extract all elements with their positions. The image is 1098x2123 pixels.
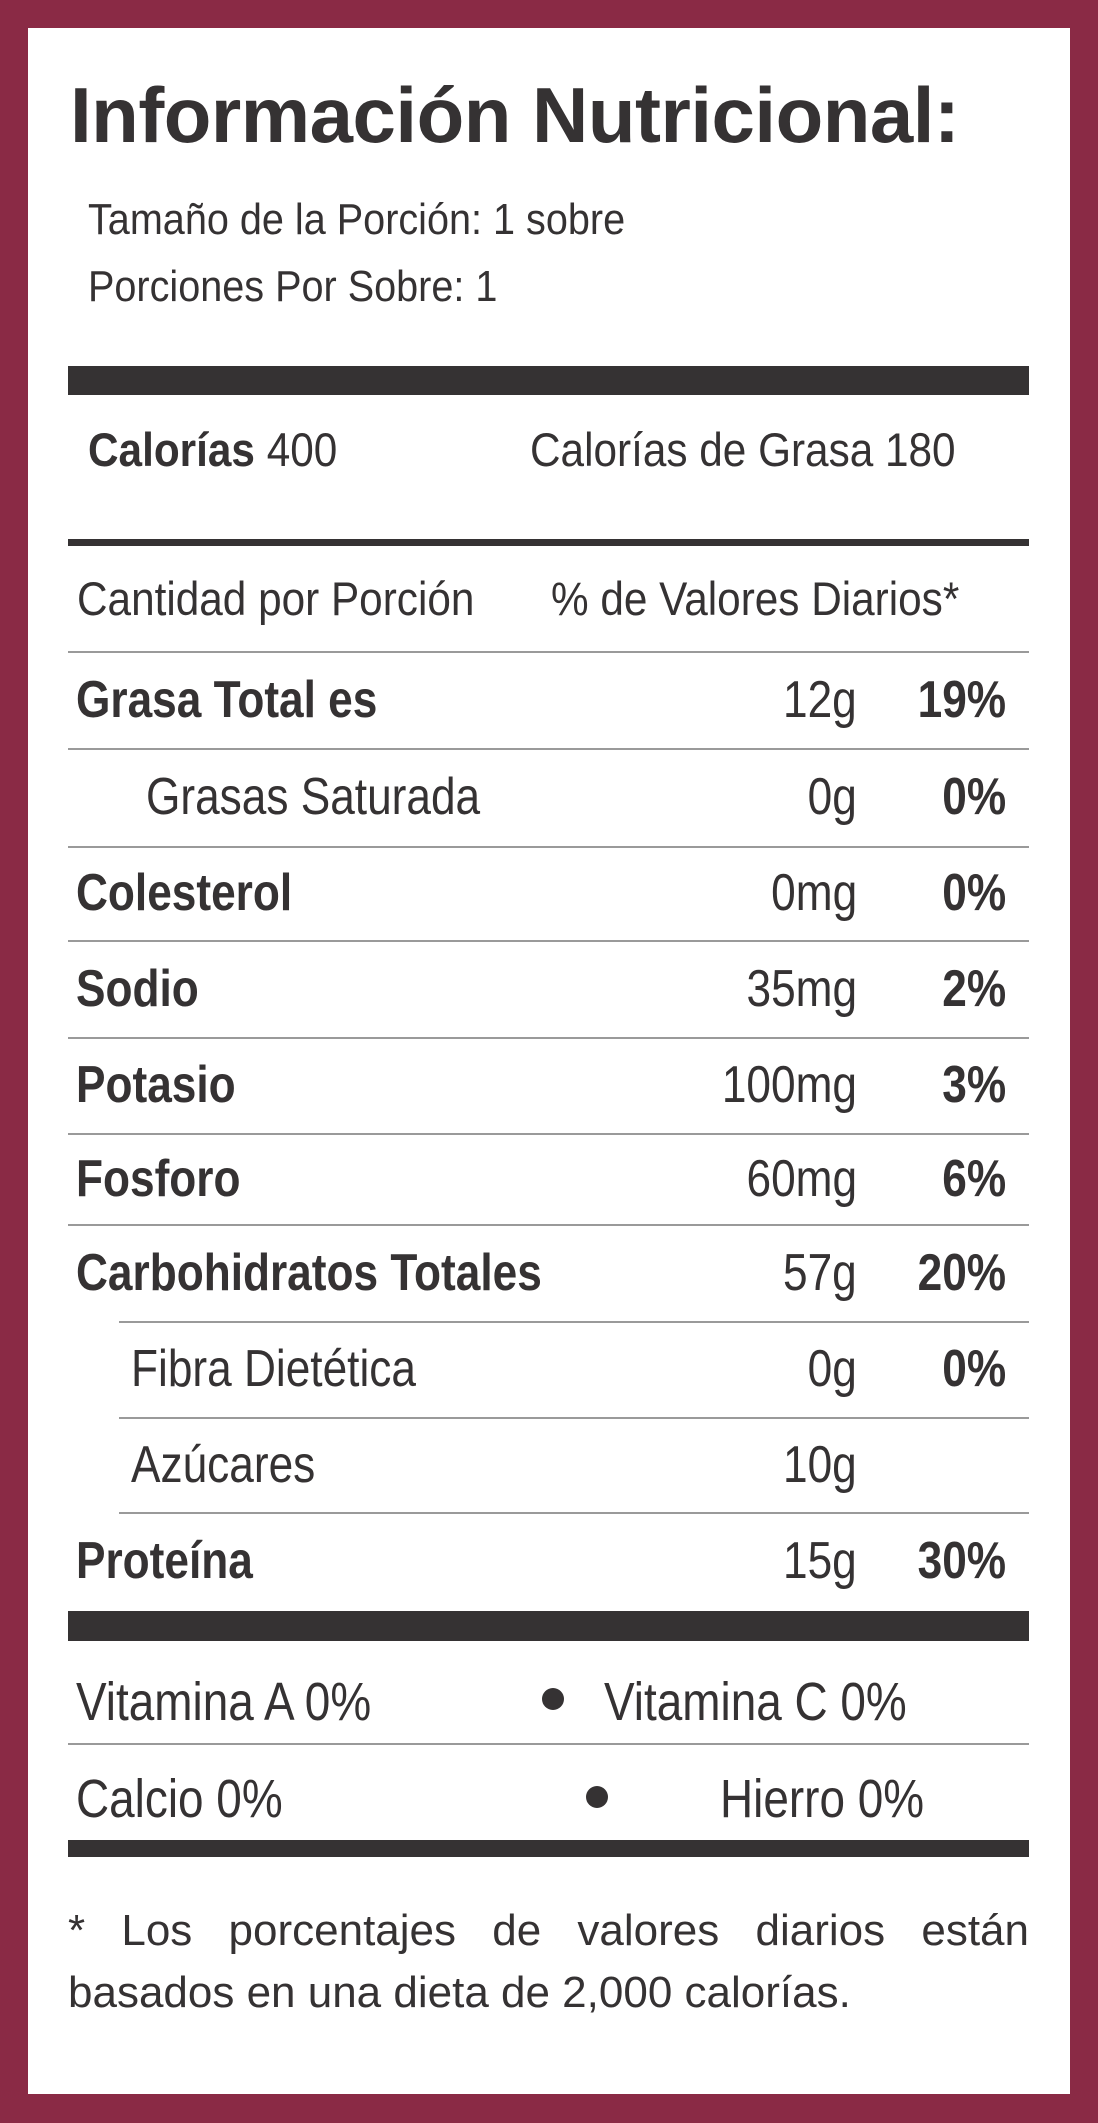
servings-per-container: Porciones Por Sobre: 1: [88, 262, 498, 311]
nutrient-amount: 100mg: [721, 1056, 857, 1114]
iron: Hierro 0%: [720, 1769, 925, 1829]
nutrient-daily-value: 6%: [942, 1149, 1006, 1208]
row-divider: [119, 1417, 1029, 1419]
footnote: * Los porcentajes de valores diarios est…: [68, 1906, 1029, 2017]
nutrient-row: Grasa Total es 12g 19%: [0, 670, 1098, 730]
nutrient-amount: 12g: [783, 670, 857, 729]
nutrient-row: Sodio 35mg 2%: [0, 959, 1098, 1019]
thick-divider: [68, 366, 1029, 395]
bullet-icon: [586, 1786, 608, 1808]
thick-divider: [68, 1611, 1029, 1641]
nutrient-daily-value: 2%: [942, 959, 1006, 1018]
row-divider: [68, 1133, 1029, 1135]
amount-per-serving-header: Cantidad por Porción: [77, 572, 475, 625]
nutrient-daily-value: 0%: [942, 768, 1006, 826]
nutrient-daily-value: 30%: [917, 1531, 1006, 1590]
nutrient-label: Potasio: [76, 1056, 236, 1114]
nutrient-row: Carbohidratos Totales 57g 20%: [0, 1243, 1098, 1303]
row-divider: [68, 651, 1029, 653]
nutrient-amount: 10g: [783, 1435, 857, 1494]
nutrient-daily-value: 0%: [942, 1340, 1006, 1398]
nutrient-amount: 57g: [783, 1243, 857, 1302]
nutrient-label: Azúcares: [131, 1435, 316, 1494]
row-divider: [68, 1743, 1029, 1745]
calories: Calorías 400: [88, 426, 337, 473]
nutrient-amount: 0g: [807, 1340, 857, 1398]
calories-label: Calorías: [88, 423, 255, 476]
row-divider: [68, 1224, 1029, 1226]
row-divider: [68, 748, 1029, 750]
nutrient-row: Proteína 15g 30%: [0, 1531, 1098, 1591]
nutrient-amount: 15g: [783, 1531, 857, 1590]
calories-value: 400: [266, 423, 338, 476]
nutrient-daily-value: 20%: [917, 1243, 1006, 1302]
nutrient-amount: 0g: [807, 768, 857, 826]
nutrient-row: Azúcares 10g: [0, 1435, 1098, 1495]
nutrient-label: Carbohidratos Totales: [76, 1243, 542, 1302]
nutrient-daily-value: 0%: [942, 864, 1006, 922]
nutrient-row: Fibra Dietética 0g 0%: [0, 1339, 1098, 1399]
fat-calories: Calorías de Grasa 180: [530, 423, 956, 476]
thick-divider: [68, 1840, 1029, 1857]
bullet-icon: [542, 1688, 564, 1710]
nutrient-row: Colesterol 0mg 0%: [0, 863, 1098, 923]
nutrient-daily-value: 3%: [942, 1056, 1006, 1114]
nutrient-daily-value: 19%: [917, 670, 1006, 729]
nutrient-label: Sodio: [76, 959, 199, 1018]
nutrient-row: Grasas Saturada 0g 0%: [0, 767, 1098, 827]
nutrient-label: Proteína: [76, 1531, 253, 1590]
vitamin-c: Vitamina C 0%: [604, 1672, 907, 1732]
nutrient-amount: 35mg: [746, 959, 857, 1018]
serving-size: Tamaño de la Porción: 1 sobre: [88, 195, 626, 244]
nutrient-row: Fosforo 60mg 6%: [0, 1149, 1098, 1209]
vitamin-a: Vitamina A 0%: [76, 1672, 372, 1732]
nutrient-label: Grasas Saturada: [146, 768, 481, 826]
daily-value-header: % de Valores Diarios*: [551, 572, 960, 625]
row-divider: [119, 1512, 1029, 1514]
nutrient-label: Fibra Dietética: [131, 1340, 416, 1398]
nutrient-amount: 0mg: [771, 864, 857, 922]
row-divider: [68, 846, 1029, 848]
row-divider: [119, 1321, 1029, 1323]
calcium: Calcio 0%: [76, 1769, 283, 1829]
nutrient-amount: 60mg: [746, 1149, 857, 1208]
nutrient-label: Grasa Total es: [76, 670, 378, 729]
row-divider: [68, 1037, 1029, 1039]
nutrient-row: Potasio 100mg 3%: [0, 1055, 1098, 1115]
nutrient-label: Fosforo: [76, 1149, 241, 1208]
label-title: Información Nutricional:: [70, 71, 960, 159]
nutrient-label: Colesterol: [76, 864, 293, 922]
row-divider: [68, 940, 1029, 942]
medium-divider: [68, 539, 1029, 546]
